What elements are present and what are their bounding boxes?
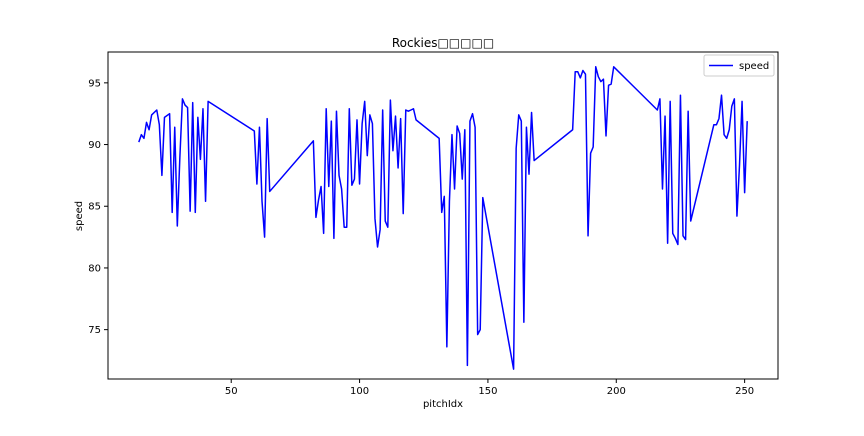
- x-tick-label: 250: [735, 386, 754, 397]
- y-tick-label: 80: [88, 263, 101, 274]
- y-tick-label: 85: [88, 202, 101, 213]
- legend: speed: [703, 54, 775, 77]
- chart-title: Rockies□□□□□: [392, 36, 494, 50]
- plot-frame: [107, 51, 779, 380]
- y-tick-label: 75: [88, 325, 101, 336]
- y-tick-label: 95: [88, 78, 101, 89]
- y-tick-label: 90: [88, 140, 101, 151]
- y-axis-label: speed: [74, 201, 85, 231]
- x-tick-label: 200: [607, 386, 626, 397]
- legend-label-speed: speed: [739, 61, 769, 72]
- x-tick-label: 150: [478, 386, 497, 397]
- axis-layer: 50 100 150 200 250 75 80 85 90 95: [88, 78, 754, 397]
- x-tick-label: 100: [350, 386, 369, 397]
- series-layer: [138, 66, 748, 370]
- x-axis-label: pitchIdx: [423, 399, 463, 410]
- series-line-speed: [138, 66, 748, 370]
- legend-box: [703, 54, 775, 77]
- x-tick-label: 50: [225, 386, 238, 397]
